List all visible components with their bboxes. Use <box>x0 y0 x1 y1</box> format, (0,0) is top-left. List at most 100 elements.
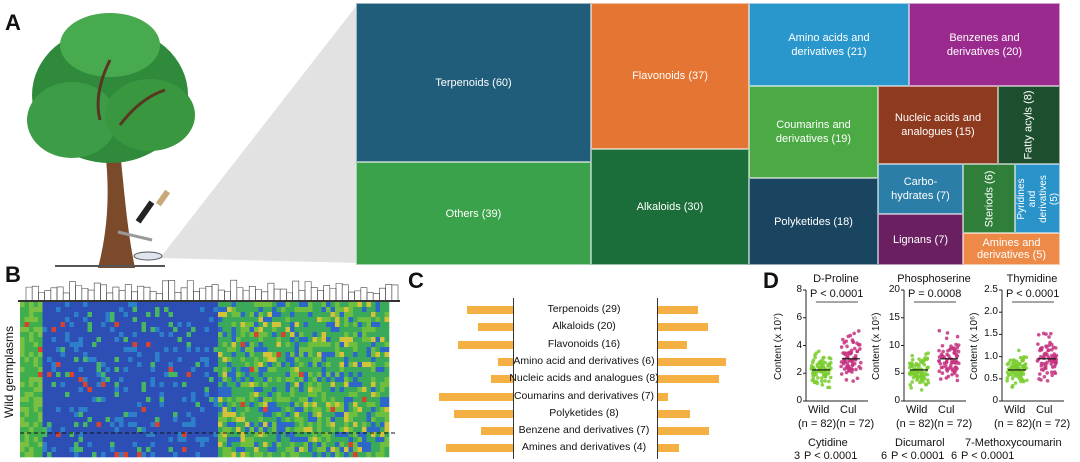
heatmap-cell <box>141 452 147 458</box>
dendrogram-branch <box>323 285 331 300</box>
heatmap-cell <box>272 407 277 413</box>
heatmap-cell <box>281 357 286 363</box>
heatmap-cell <box>281 337 286 343</box>
heatmap-cell <box>87 437 93 443</box>
heatmap-cell <box>335 367 340 373</box>
heatmap-cell <box>164 357 169 363</box>
heatmap-cell <box>78 447 84 453</box>
heatmap-cell <box>272 422 277 428</box>
heatmap-cell <box>267 317 273 323</box>
heatmap-cell <box>42 302 48 308</box>
panel-d-dot <box>819 358 824 363</box>
panel-d-dot <box>954 365 958 369</box>
heatmap-cell <box>222 427 228 433</box>
heatmap-cell <box>65 452 70 458</box>
heatmap-cell <box>353 422 358 428</box>
heatmap-cell <box>375 447 381 453</box>
heatmap-cell <box>357 422 363 428</box>
heatmap-cell <box>362 307 367 313</box>
heatmap-cell <box>380 412 385 418</box>
heatmap-cell <box>132 322 138 328</box>
heatmap-cell <box>195 452 201 458</box>
panel-d-dot <box>1047 335 1051 339</box>
heatmap-cell <box>51 392 57 398</box>
heatmap-cell <box>150 332 156 338</box>
heatmap-cell <box>24 447 30 453</box>
dendrogram-branch <box>56 286 64 300</box>
heatmap-cell <box>227 322 232 328</box>
heatmap-cell <box>384 302 390 308</box>
heatmap-cell <box>128 442 133 448</box>
heatmap-cell <box>366 417 372 423</box>
heatmap-cell <box>182 372 187 378</box>
heatmap-cell <box>299 347 304 353</box>
heatmap-cell <box>380 397 385 403</box>
heatmap-cell <box>128 352 133 358</box>
heatmap-cell <box>182 312 187 318</box>
heatmap-cell <box>267 392 273 398</box>
heatmap-cell <box>308 352 313 358</box>
heatmap-cell <box>177 307 183 313</box>
heatmap-cell <box>222 382 228 388</box>
heatmap-cell <box>303 422 309 428</box>
heatmap-cell <box>375 402 381 408</box>
heatmap-cell <box>195 447 201 453</box>
heatmap-cell <box>186 397 192 403</box>
heatmap-cell <box>78 397 84 403</box>
heatmap-cell <box>182 437 187 443</box>
heatmap-cell <box>222 352 228 358</box>
heatmap-cell <box>146 317 151 323</box>
heatmap-cell <box>29 342 34 348</box>
heatmap-cell <box>105 402 111 408</box>
heatmap-cell <box>195 337 201 343</box>
heatmap-cell <box>47 322 52 328</box>
heatmap-cell <box>209 362 214 368</box>
heatmap-cell <box>128 377 133 383</box>
heatmap-cell <box>110 392 115 398</box>
heatmap-cell <box>384 357 390 363</box>
heatmap-cell <box>371 347 376 353</box>
heatmap-cell <box>38 397 43 403</box>
heatmap-cell <box>213 362 219 368</box>
heatmap-cell <box>132 327 138 333</box>
heatmap-cell <box>159 412 165 418</box>
heatmap-cell <box>303 317 309 323</box>
heatmap-cell <box>339 342 345 348</box>
heatmap-cell <box>150 382 156 388</box>
heatmap-cell <box>105 302 111 308</box>
heatmap-cell <box>254 352 259 358</box>
panel-d-dot <box>813 380 818 384</box>
heatmap-cell <box>222 437 228 443</box>
heatmap-cell <box>231 407 237 413</box>
heatmap-cell <box>114 402 120 408</box>
heatmap-cell <box>254 417 259 423</box>
heatmap-cell <box>339 337 345 343</box>
heatmap-cell <box>353 427 358 433</box>
heatmap-cell <box>249 307 255 313</box>
heatmap-cell <box>263 367 268 373</box>
heatmap-cell <box>101 322 106 328</box>
heatmap-cell <box>141 397 147 403</box>
heatmap-cell <box>281 432 286 438</box>
heatmap-cell <box>56 382 61 388</box>
heatmap-cell <box>326 437 331 443</box>
heatmap-cell <box>218 352 223 358</box>
heatmap-cell <box>335 347 340 353</box>
heatmap-cell <box>56 302 61 308</box>
heatmap-cell <box>227 422 232 428</box>
heatmap-cell <box>348 447 354 453</box>
heatmap-cell <box>344 387 349 393</box>
heatmap-cell <box>110 327 115 333</box>
heatmap-cell <box>47 372 52 378</box>
heatmap-cell <box>294 362 300 368</box>
heatmap-cell <box>249 372 255 378</box>
heatmap-cell <box>249 367 255 373</box>
heatmap-cell <box>47 392 52 398</box>
panel-d-dot <box>856 329 861 333</box>
heatmap-cell <box>146 402 151 408</box>
heatmap-cell <box>344 407 349 413</box>
heatmap-cell <box>272 327 277 333</box>
heatmap-cell <box>204 322 210 328</box>
heatmap-cell <box>258 447 264 453</box>
heatmap-cell <box>326 452 331 458</box>
